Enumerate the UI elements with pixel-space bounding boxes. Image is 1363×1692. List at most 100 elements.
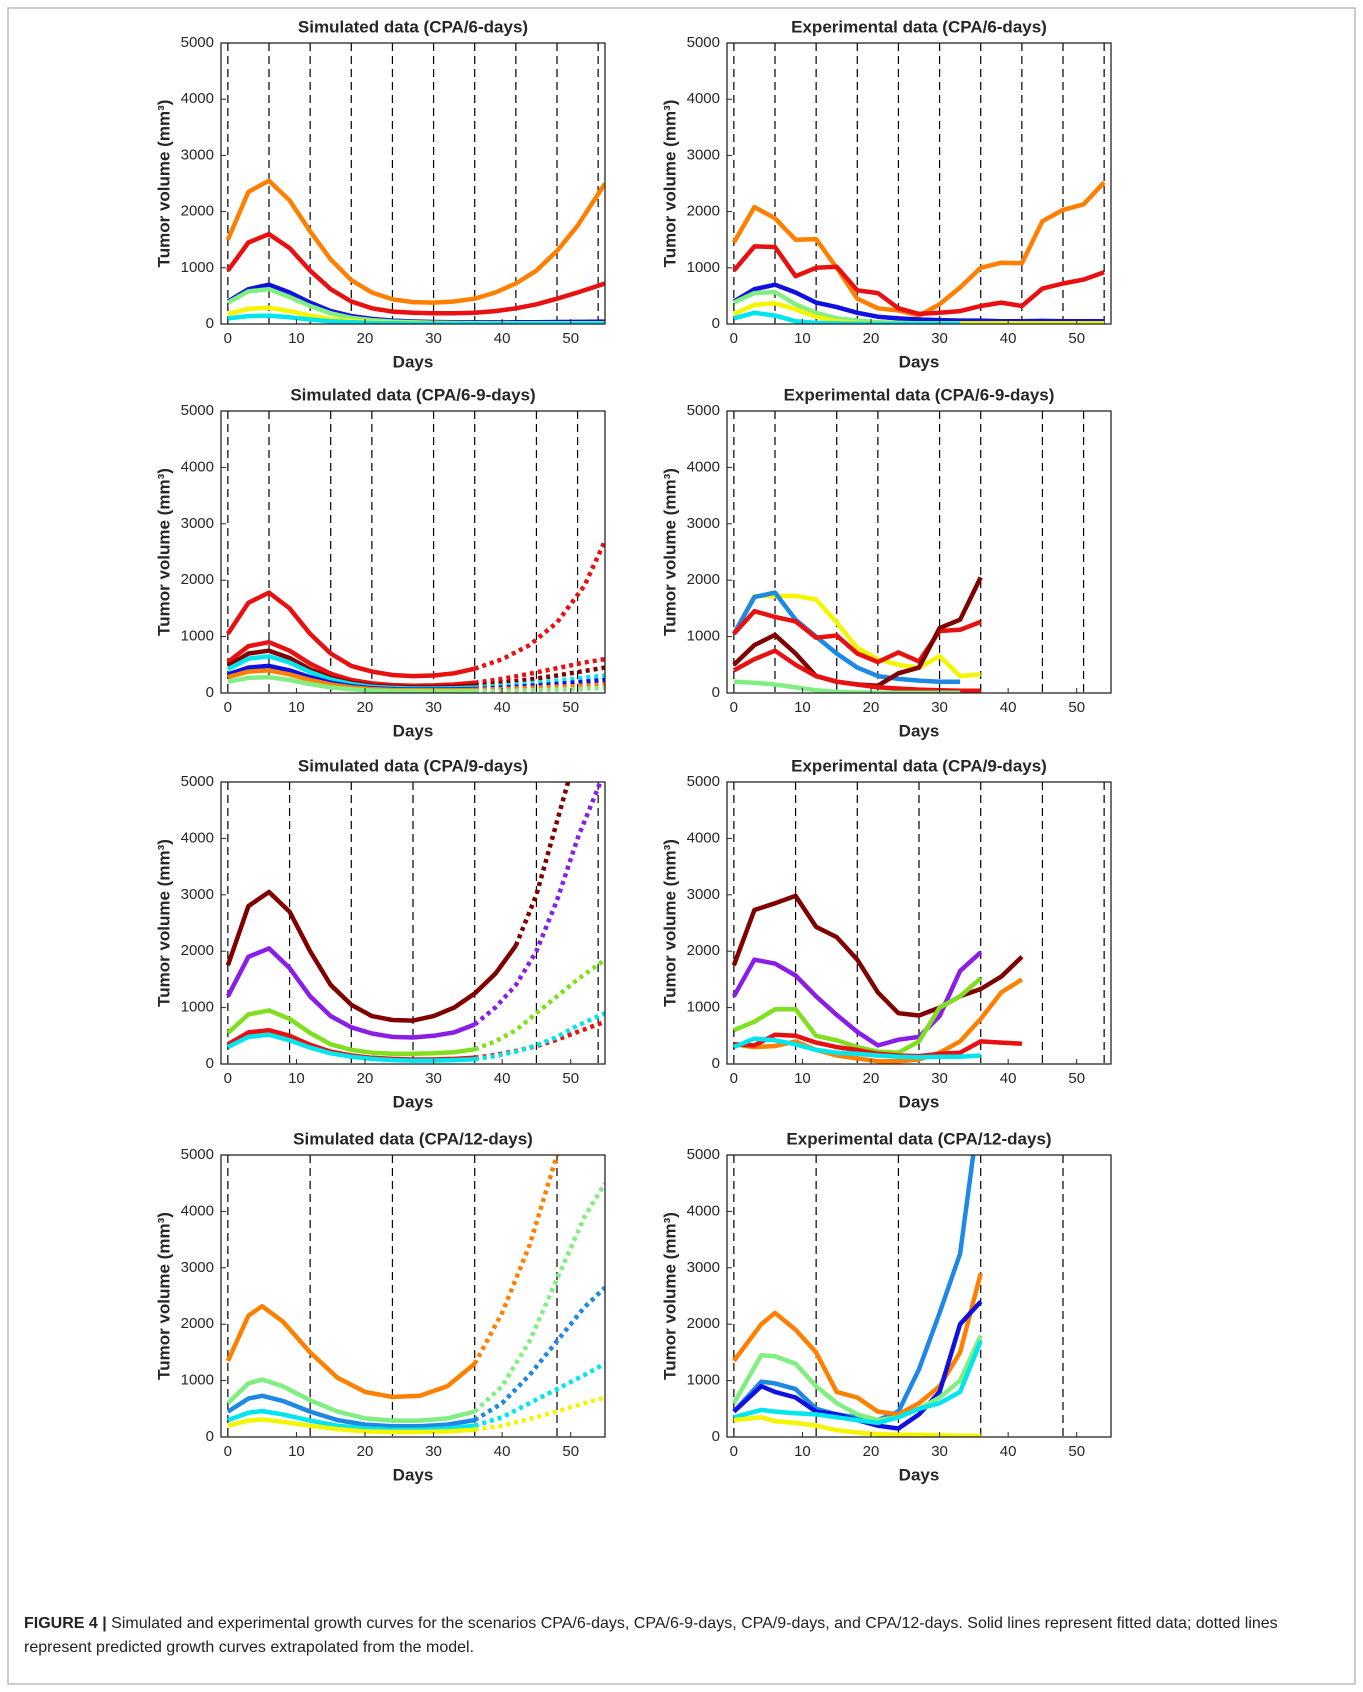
x-tick-label: 0 bbox=[224, 699, 232, 716]
x-tick-label: 20 bbox=[863, 330, 880, 347]
series-line bbox=[733, 1036, 981, 1060]
x-tick-label: 30 bbox=[425, 330, 442, 347]
x-tick-label: 20 bbox=[863, 699, 880, 716]
plot-area bbox=[221, 411, 605, 693]
axes-box bbox=[220, 42, 606, 325]
plot bbox=[731, 411, 1085, 693]
series-line bbox=[732, 1155, 976, 1423]
y-tick-label: 3000 bbox=[181, 146, 214, 163]
x-tick-label: 10 bbox=[794, 330, 811, 347]
x-axis-label: Days bbox=[899, 1092, 940, 1111]
x-tick-label: 50 bbox=[562, 330, 579, 347]
chart-title: Experimental data (CPA/9-days) bbox=[791, 756, 1047, 775]
axes-box bbox=[726, 42, 1112, 325]
x-tick-label: 30 bbox=[931, 330, 948, 347]
panel: 0 1000 2000 3000 4000 5000 0 10 20 30 40 50 Simulate… bbox=[154, 756, 606, 1111]
y-tick-label: 4000 bbox=[687, 458, 720, 475]
y-tick-label: 0 bbox=[712, 1428, 720, 1445]
panel: 0 1000 2000 3000 4000 5000 0 10 20 30 40 50 Simulate… bbox=[154, 17, 606, 371]
x-tick-label: 20 bbox=[357, 1443, 374, 1460]
y-tick-label: 0 bbox=[206, 315, 214, 332]
y-tick-label: 1000 bbox=[687, 628, 720, 645]
y-axis-label: Tumor volume (mm³) bbox=[154, 1212, 173, 1380]
x-tick-label: 40 bbox=[1000, 699, 1017, 716]
series-line bbox=[226, 1393, 476, 1429]
series-line bbox=[473, 1182, 605, 1414]
chart-title: Experimental data (CPA/12-days) bbox=[786, 1129, 1051, 1148]
y-tick-label: 5000 bbox=[181, 402, 214, 419]
series-line bbox=[474, 656, 605, 686]
plot bbox=[225, 1155, 605, 1437]
y-tick-label: 1000 bbox=[181, 999, 214, 1016]
y-tick-label: 3000 bbox=[687, 146, 720, 163]
plot-area bbox=[221, 43, 605, 324]
x-tick-label: 50 bbox=[562, 1070, 579, 1087]
x-tick-label: 40 bbox=[494, 330, 511, 347]
series-line bbox=[732, 244, 1105, 317]
x-tick-label: 30 bbox=[931, 1070, 948, 1087]
y-tick-label: 0 bbox=[712, 1055, 720, 1072]
axes-box bbox=[220, 1154, 606, 1438]
x-tick-label: 30 bbox=[425, 1070, 442, 1087]
chart-title: Simulated data (CPA/9-days) bbox=[298, 756, 528, 775]
series-line bbox=[472, 1155, 560, 1365]
x-axis-label: Days bbox=[899, 1465, 940, 1484]
axes-box bbox=[726, 781, 1112, 1065]
y-tick-label: 2000 bbox=[687, 571, 720, 588]
series-line bbox=[731, 950, 983, 1048]
y-axis-label: Tumor volume (mm³) bbox=[660, 1212, 679, 1380]
y-tick-label: 5000 bbox=[687, 773, 720, 790]
y-tick-label: 0 bbox=[712, 315, 720, 332]
x-tick-label: 30 bbox=[931, 699, 948, 716]
y-tick-label: 1000 bbox=[181, 628, 214, 645]
y-tick-label: 1000 bbox=[687, 999, 720, 1016]
series-line bbox=[731, 1334, 983, 1423]
series-line bbox=[474, 685, 605, 693]
series-line bbox=[733, 977, 1024, 1064]
y-tick-label: 2000 bbox=[181, 942, 214, 959]
series-line bbox=[226, 1377, 476, 1423]
plot-area bbox=[727, 43, 1111, 324]
y-tick-label: 3000 bbox=[687, 515, 720, 532]
y-axis-label: Tumor volume (mm³) bbox=[154, 839, 173, 1007]
x-tick-label: 0 bbox=[224, 1443, 232, 1460]
series-line bbox=[474, 682, 605, 693]
x-tick-label: 0 bbox=[224, 330, 232, 347]
x-tick-label: 50 bbox=[562, 699, 579, 716]
y-tick-label: 5000 bbox=[181, 1146, 214, 1163]
y-tick-label: 3000 bbox=[181, 515, 214, 532]
y-axis-label: Tumor volume (mm³) bbox=[154, 100, 173, 268]
y-tick-label: 2000 bbox=[687, 942, 720, 959]
series-line bbox=[227, 1417, 475, 1435]
x-tick-label: 40 bbox=[1000, 1443, 1017, 1460]
x-tick-label: 0 bbox=[224, 1070, 232, 1087]
x-tick-label: 50 bbox=[1068, 1443, 1085, 1460]
axes-box bbox=[220, 781, 606, 1065]
y-tick-label: 5000 bbox=[687, 402, 720, 419]
x-tick-label: 20 bbox=[357, 1070, 374, 1087]
y-tick-label: 0 bbox=[206, 1428, 214, 1445]
series-line bbox=[225, 946, 476, 1040]
series-line bbox=[226, 231, 605, 316]
y-axis-label: Tumor volume (mm³) bbox=[660, 839, 679, 1007]
y-tick-label: 2000 bbox=[181, 203, 214, 220]
series-line bbox=[473, 1285, 605, 1423]
panel: 0 1000 2000 3000 4000 5000 0 10 20 30 40 50 Experime… bbox=[660, 1129, 1112, 1484]
x-tick-label: 10 bbox=[288, 1070, 305, 1087]
x-tick-label: 20 bbox=[357, 330, 374, 347]
y-tick-label: 4000 bbox=[687, 829, 720, 846]
y-tick-label: 0 bbox=[206, 684, 214, 701]
y-axis-label: Tumor volume (mm³) bbox=[154, 468, 173, 636]
x-tick-label: 10 bbox=[288, 699, 305, 716]
y-tick-label: 4000 bbox=[181, 90, 214, 107]
y-tick-label: 1000 bbox=[687, 1372, 720, 1389]
panel: 0 1000 2000 3000 4000 5000 0 10 20 30 40 50 Experime… bbox=[660, 385, 1112, 740]
x-tick-label: 20 bbox=[863, 1070, 880, 1087]
x-tick-label: 40 bbox=[494, 699, 511, 716]
caption-label: FIGURE 4 | bbox=[24, 1615, 107, 1632]
y-tick-label: 4000 bbox=[181, 1202, 214, 1219]
chart-title: Experimental data (CPA/6-days) bbox=[791, 17, 1047, 36]
y-axis-label: Tumor volume (mm³) bbox=[660, 100, 679, 268]
y-tick-label: 3000 bbox=[687, 1259, 720, 1276]
